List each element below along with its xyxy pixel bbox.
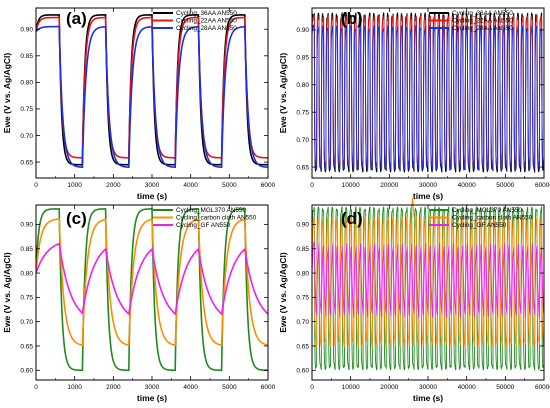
x-tick-label: 10000 [342, 182, 360, 189]
y-axis-label: Ewe (V vs. Ag/AgCl) [2, 252, 12, 333]
x-tick-label: 2000 [106, 182, 121, 189]
x-tick-label: 0 [34, 182, 38, 189]
legend-label: Cycling_22AA AN550 [176, 18, 237, 25]
y-tick-label: 0.60 [20, 368, 33, 375]
y-tick-label: 0.80 [20, 270, 33, 277]
x-axis-label: time (s) [413, 393, 443, 403]
y-tick-label: 0.90 [20, 27, 33, 34]
x-tick-label: 5000 [222, 182, 237, 189]
y-axis-label: Ewe (V vs. Ag/AgCl) [278, 252, 288, 333]
legend-label: Cycling_28AA AN550 [452, 25, 513, 32]
y-tick-label: 0.70 [20, 133, 33, 140]
x-tick-label: 1000 [67, 182, 82, 189]
y-tick-label: 0.80 [296, 82, 309, 89]
x-axis-label: time (s) [413, 191, 443, 201]
y-tick-label: 0.75 [296, 295, 309, 302]
series-line-0 [312, 205, 544, 372]
x-axis-label: time (s) [137, 393, 167, 403]
y-tick-label: 0.90 [296, 27, 309, 34]
series-line-2 [36, 25, 268, 169]
y-axis-label: Ewe (V vs. Ag/AgCl) [2, 53, 12, 134]
legend-label: Cycling_36AA AN550 [176, 10, 237, 17]
x-tick-label: 20000 [380, 384, 398, 391]
x-tick-label: 1000 [67, 384, 82, 391]
y-axis-label: Ewe (V vs. Ag/AgCl) [278, 53, 288, 134]
panel-tag: (c) [66, 209, 87, 228]
x-tick-label: 4000 [183, 384, 198, 391]
y-tick-label: 0.85 [296, 55, 309, 62]
y-tick-label: 0.65 [296, 164, 309, 171]
legend-label: Cycling_MGL370 AN550 [176, 207, 246, 214]
x-tick-label: 2000 [106, 384, 121, 391]
x-tick-label: 6000 [261, 182, 276, 189]
x-tick-label: 3000 [145, 182, 160, 189]
panel-tag: (b) [341, 9, 363, 28]
series-line-1 [36, 16, 268, 159]
x-tick-label: 3000 [145, 384, 160, 391]
x-tick-label: 30000 [419, 384, 437, 391]
panel-0: 0 1000 2000 3000 4000 5000 6000 0.65 0.70 0.75 0.8… [2, 7, 276, 201]
y-tick-label: 0.75 [20, 106, 33, 113]
y-tick-label: 0.70 [296, 137, 309, 144]
series-line-2 [312, 241, 544, 318]
legend-label: Cycling_carbon cloth AN550 [452, 215, 533, 222]
legend-label: Cycling_GF AN550 [176, 222, 231, 229]
y-tick-label: 0.75 [20, 295, 33, 302]
x-tick-label: 40000 [458, 384, 476, 391]
legend-label: Cycling_28AA AN550 [176, 25, 237, 32]
legend-label: Cycling_36AA AN550 [452, 10, 513, 17]
spike-mark [410, 197, 415, 218]
series-line-0 [36, 14, 268, 166]
x-tick-label: 50000 [496, 384, 514, 391]
y-tick-label: 0.70 [20, 319, 33, 326]
y-tick-label: 0.65 [296, 343, 309, 350]
x-tick-label: 0 [310, 182, 314, 189]
x-tick-label: 4000 [183, 182, 198, 189]
panel-2: 0 1000 2000 3000 4000 5000 6000 0.60 0.65 0.70 0.7… [2, 204, 276, 403]
y-tick-label: 0.80 [296, 270, 309, 277]
x-tick-label: 40000 [458, 182, 476, 189]
legend-label: Cycling_carbon cloth AN550 [176, 215, 257, 222]
series-line-2 [312, 24, 544, 172]
x-axis-label: time (s) [137, 191, 167, 201]
x-tick-label: 5000 [222, 384, 237, 391]
x-tick-label: 30000 [419, 182, 437, 189]
y-tick-label: 0.90 [296, 222, 309, 229]
x-tick-label: 6000 [261, 384, 276, 391]
y-tick-label: 0.85 [20, 246, 33, 253]
y-tick-label: 0.90 [20, 222, 33, 229]
y-tick-label: 0.65 [20, 343, 33, 350]
y-tick-label: 0.85 [296, 246, 309, 253]
y-tick-label: 0.85 [20, 53, 33, 60]
legend-label: Cycling_GF AN550 [452, 222, 507, 229]
legend-label: Cycling_22AA AN550 [452, 18, 513, 25]
x-tick-label: 10000 [342, 384, 360, 391]
panel-tag: (a) [66, 9, 87, 28]
y-tick-label: 0.80 [20, 80, 33, 87]
y-tick-label: 0.75 [296, 109, 309, 116]
legend-label: Cycling_MGL370 AN550 [452, 207, 522, 214]
y-tick-label: 0.60 [296, 368, 309, 375]
y-tick-label: 0.70 [296, 319, 309, 326]
x-tick-label: 20000 [380, 182, 398, 189]
series-line-2 [36, 242, 268, 316]
x-tick-label: 0 [310, 384, 314, 391]
x-tick-label: 50000 [496, 182, 514, 189]
series-line-1 [36, 218, 268, 347]
panel-tag: (d) [341, 209, 363, 228]
y-tick-label: 0.65 [20, 159, 33, 166]
series-line-1 [312, 214, 544, 349]
x-tick-label: 0 [34, 384, 38, 391]
